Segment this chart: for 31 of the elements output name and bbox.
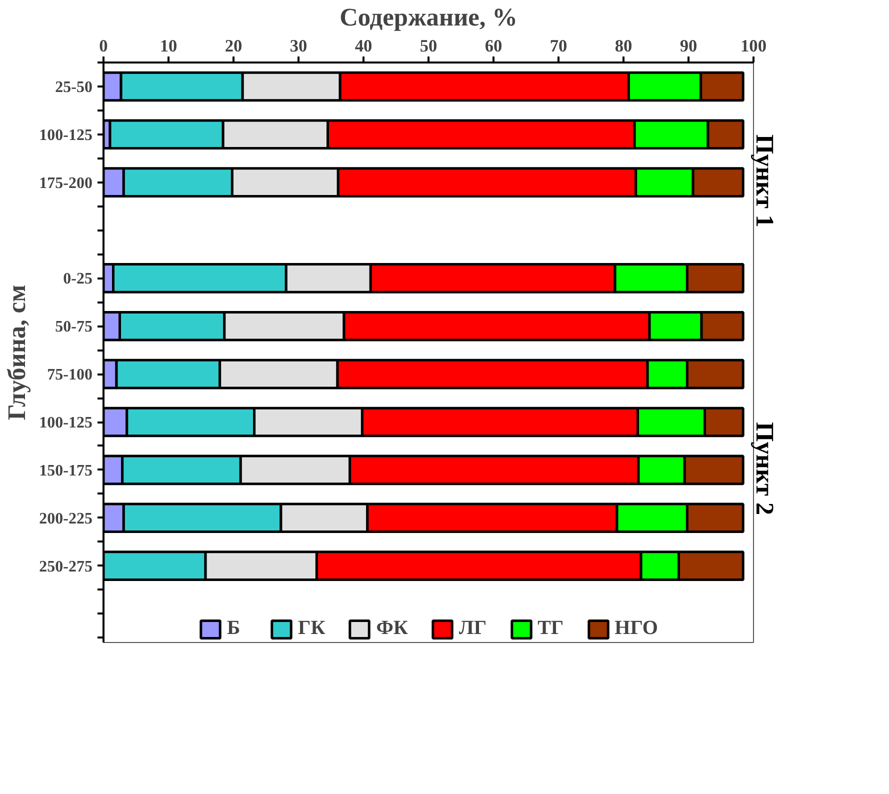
x-tick-label: 40 <box>354 36 372 56</box>
y-tick-label: 75-100 <box>47 366 92 384</box>
x-tick-label: 30 <box>290 36 308 56</box>
y-tick-label: 250-275 <box>39 558 92 576</box>
y-tick-label: 25-50 <box>55 78 92 96</box>
y-axis-title: Глубина, см <box>3 284 32 420</box>
legend-label: ФК <box>376 617 408 640</box>
legend-label: ЛГ <box>458 617 487 640</box>
x-tick-label: 90 <box>680 36 698 56</box>
y-tick-label: 150-175 <box>39 462 92 480</box>
x-axis-title: Содержание, % <box>340 4 518 32</box>
legend-label: Б <box>227 617 242 640</box>
annotation: Пункт 1 <box>750 134 778 228</box>
x-tick-label: 70 <box>550 36 568 56</box>
x-tick-label: 20 <box>224 36 242 56</box>
annotation: Пункт 2 <box>750 422 778 516</box>
legend-label: ТГ <box>538 617 564 640</box>
x-tick-label: 60 <box>484 36 502 56</box>
y-tick-label: 100-125 <box>39 126 92 144</box>
x-tick-label: 100 <box>740 36 767 56</box>
y-tick-label: 50-75 <box>55 318 92 336</box>
legend-label: НГО <box>614 617 658 640</box>
x-tick-label: 50 <box>420 36 438 56</box>
y-tick-label: 100-125 <box>39 414 92 432</box>
legend-label: ГК <box>298 617 326 640</box>
y-tick-label: 200-225 <box>39 510 92 528</box>
y-tick-label: 0-25 <box>63 270 92 288</box>
x-tick-label: 0 <box>99 36 108 56</box>
x-tick-label: 10 <box>160 36 178 56</box>
y-tick-label: 175-200 <box>39 174 92 192</box>
x-tick-label: 80 <box>614 36 632 56</box>
